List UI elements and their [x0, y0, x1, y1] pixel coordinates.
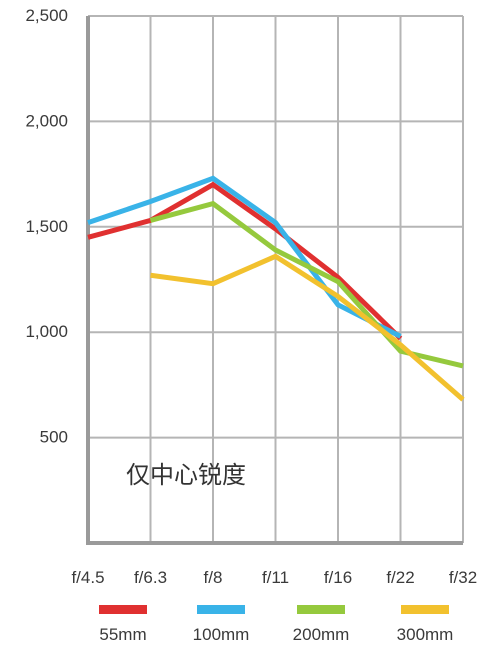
x-tick-label: f/32	[449, 568, 477, 587]
x-tick-label: f/6.3	[134, 568, 167, 587]
series-line-100mm	[87, 175, 402, 339]
series-line-200mm	[149, 200, 464, 369]
series-line-55mm	[87, 181, 403, 341]
legend-swatch-55mm	[99, 605, 147, 614]
legend-swatch-100mm	[197, 605, 245, 614]
legend-label-100mm: 100mm	[193, 625, 250, 644]
y-tick-label: 2,500	[25, 6, 68, 25]
x-tick-label: f/22	[386, 568, 414, 587]
y-tick-label: 500	[40, 428, 68, 447]
chart-annotation: 仅中心锐度	[126, 462, 246, 489]
y-tick-label: 1,000	[25, 322, 68, 341]
legend-label-300mm: 300mm	[397, 625, 454, 644]
legend-label-55mm: 55mm	[99, 625, 146, 644]
y-tick-labels: 500 1,000 1,500 2,000 2,500	[25, 6, 68, 447]
legend: 55mm 100mm 200mm 300mm	[99, 605, 453, 644]
x-tick-labels: f/4.5 f/6.3 f/8 f/11 f/16 f/22 f/32	[71, 568, 477, 587]
axes	[86, 16, 463, 545]
x-tick-label: f/4.5	[71, 568, 104, 587]
y-tick-label: 2,000	[25, 111, 68, 130]
legend-label-200mm: 200mm	[293, 625, 350, 644]
x-tick-label: f/8	[204, 568, 223, 587]
x-tick-label: f/16	[324, 568, 352, 587]
y-tick-label: 1,500	[25, 217, 68, 236]
series-lines	[87, 175, 465, 402]
series-line-300mm	[150, 253, 465, 402]
legend-swatch-200mm	[297, 605, 345, 614]
legend-swatch-300mm	[401, 605, 449, 614]
x-tick-label: f/11	[262, 568, 289, 587]
